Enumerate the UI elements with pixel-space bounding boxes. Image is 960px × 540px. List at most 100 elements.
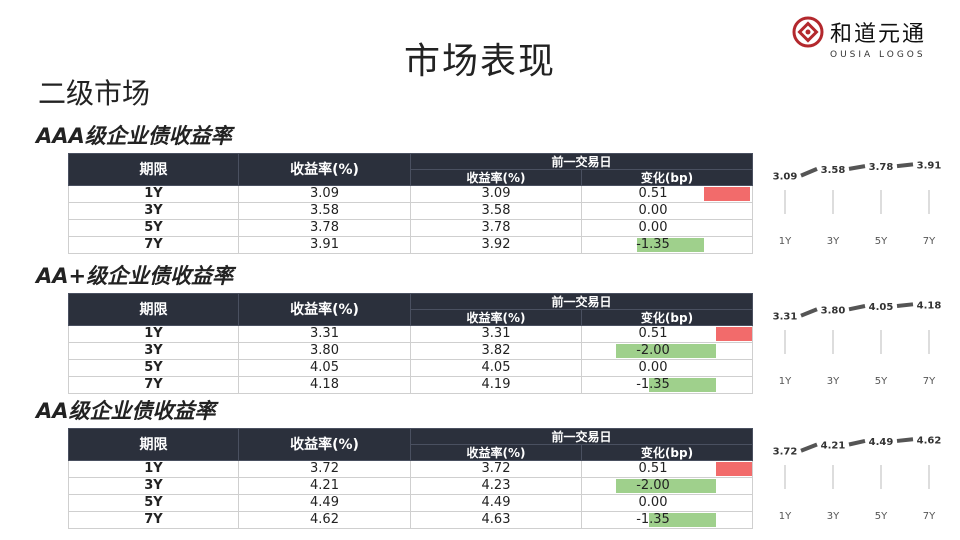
header-term: 期限 bbox=[68, 293, 239, 326]
category-label: 1Y bbox=[779, 376, 792, 387]
change-bar bbox=[616, 479, 716, 493]
change-bar bbox=[648, 513, 716, 527]
table-row: 3Y 4.21 4.23 -2.00 bbox=[68, 477, 754, 495]
change-cell: 0.51 bbox=[580, 185, 754, 203]
term-cell: 5Y bbox=[68, 219, 239, 237]
prev-yield-cell: 3.72 bbox=[410, 460, 582, 478]
term-cell: 7Y bbox=[68, 376, 239, 394]
header-prev-day: 前一交易日 bbox=[409, 428, 754, 445]
yield-cell: 3.80 bbox=[238, 342, 411, 360]
data-label: 3.31 bbox=[773, 312, 798, 323]
yield-table: 期限 收益率(%) 前一交易日 收益率(%) 变化(bp) 1Y 3.09 3.09 0.51 3… bbox=[68, 153, 754, 254]
sparkline-segment bbox=[848, 164, 866, 171]
table-row: 5Y 3.78 3.78 0.00 bbox=[68, 219, 754, 237]
change-value: -1.35 bbox=[636, 377, 670, 393]
prev-yield-cell: 3.92 bbox=[410, 236, 582, 254]
term-cell: 7Y bbox=[68, 236, 239, 254]
term-cell: 3Y bbox=[68, 202, 239, 220]
yield-cell: 3.58 bbox=[238, 202, 411, 220]
header-term: 期限 bbox=[68, 428, 239, 461]
yield-sparkline: 3.31 1Y 3.80 3Y 4.05 5Y 4.18 7Y bbox=[773, 300, 942, 387]
change-value: -1.35 bbox=[636, 237, 670, 253]
header-yield: 收益率(%) bbox=[238, 153, 411, 186]
table-row: 7Y 4.18 4.19 -1.35 bbox=[68, 376, 754, 394]
sparkline-segment bbox=[848, 304, 866, 312]
logo-name: 和道元通 bbox=[830, 22, 927, 47]
sparkline-segment bbox=[896, 437, 914, 443]
term-cell: 3Y bbox=[68, 477, 239, 495]
table-row: 5Y 4.49 4.49 0.00 bbox=[68, 494, 754, 512]
category-label: 5Y bbox=[875, 236, 888, 247]
change-bar bbox=[704, 187, 750, 201]
category-label: 5Y bbox=[875, 376, 888, 387]
yield-table: 期限 收益率(%) 前一交易日 收益率(%) 变化(bp) 1Y 3.31 3.31 0.51 3… bbox=[68, 293, 754, 394]
term-cell: 7Y bbox=[68, 511, 239, 529]
block-title: AA级企业债收益率 bbox=[36, 399, 216, 423]
yield-sparkline: 3.72 1Y 4.21 3Y 4.49 5Y 4.62 7Y bbox=[773, 435, 942, 522]
change-bar bbox=[716, 462, 752, 476]
header-yield: 收益率(%) bbox=[238, 293, 411, 326]
yield-cell: 3.09 bbox=[238, 185, 411, 203]
data-label: 3.78 bbox=[869, 162, 894, 173]
change-value: 0.00 bbox=[638, 495, 668, 511]
change-cell: 0.51 bbox=[580, 460, 754, 478]
table-row: 3Y 3.58 3.58 0.00 bbox=[68, 202, 754, 220]
change-bar bbox=[716, 327, 752, 341]
yield-cell: 4.62 bbox=[238, 511, 411, 529]
change-value: 0.51 bbox=[638, 461, 668, 477]
data-label: 3.91 bbox=[917, 160, 942, 171]
prev-yield-cell: 4.63 bbox=[410, 511, 582, 529]
prev-yield-cell: 4.49 bbox=[410, 494, 582, 512]
section-heading: 二级市场 bbox=[38, 77, 151, 110]
prev-yield-cell: 3.31 bbox=[410, 325, 582, 343]
yield-cell: 4.49 bbox=[238, 494, 411, 512]
prev-yield-cell: 4.23 bbox=[410, 477, 582, 495]
yield-sparkline: 3.09 1Y 3.58 3Y 3.78 5Y 3.91 7Y bbox=[773, 160, 942, 247]
table-row: 3Y 3.80 3.82 -2.00 bbox=[68, 342, 754, 360]
data-label: 3.72 bbox=[773, 447, 798, 458]
change-value: 0.51 bbox=[638, 186, 668, 202]
header-prev-day: 前一交易日 bbox=[409, 153, 754, 170]
yield-cell: 3.72 bbox=[238, 460, 411, 478]
yield-cell: 3.31 bbox=[238, 325, 411, 343]
change-value: -1.35 bbox=[636, 512, 670, 528]
change-cell: 0.00 bbox=[580, 494, 754, 512]
category-label: 1Y bbox=[779, 236, 792, 247]
change-cell: -2.00 bbox=[580, 477, 754, 495]
change-value: 0.00 bbox=[638, 220, 668, 236]
category-label: 3Y bbox=[827, 236, 840, 247]
change-cell: 0.00 bbox=[580, 219, 754, 237]
data-label: 3.58 bbox=[821, 165, 846, 176]
table-row: 7Y 4.62 4.63 -1.35 bbox=[68, 511, 754, 529]
change-cell: -1.35 bbox=[580, 236, 754, 254]
header-prev-yield: 收益率(%) bbox=[410, 444, 582, 461]
yield-cell: 4.05 bbox=[238, 359, 411, 377]
yield-cell: 4.21 bbox=[238, 477, 411, 495]
change-value: 0.00 bbox=[638, 360, 668, 376]
table-row: 1Y 3.31 3.31 0.51 bbox=[68, 325, 754, 343]
prev-yield-cell: 4.05 bbox=[410, 359, 582, 377]
category-label: 5Y bbox=[875, 511, 888, 522]
change-bar bbox=[648, 378, 716, 392]
header-change: 变化(bp) bbox=[580, 309, 754, 326]
change-cell: 0.51 bbox=[580, 325, 754, 343]
header-yield: 收益率(%) bbox=[238, 428, 411, 461]
sparkline-segment bbox=[896, 302, 914, 308]
block-title: AAA级企业债收益率 bbox=[36, 124, 232, 148]
data-label: 4.62 bbox=[917, 435, 942, 446]
table-row: 1Y 3.72 3.72 0.51 bbox=[68, 460, 754, 478]
header-term: 期限 bbox=[68, 153, 239, 186]
table-row: 7Y 3.91 3.92 -1.35 bbox=[68, 236, 754, 254]
change-value: 0.00 bbox=[638, 203, 668, 219]
sparkline-segment bbox=[800, 167, 818, 178]
block-title: AA+级企业债收益率 bbox=[36, 264, 234, 288]
table-row: 5Y 4.05 4.05 0.00 bbox=[68, 359, 754, 377]
change-value: -2.00 bbox=[636, 343, 670, 359]
sparkline-segment bbox=[800, 307, 818, 318]
change-value: 0.51 bbox=[638, 326, 668, 342]
yield-cell: 3.91 bbox=[238, 236, 411, 254]
prev-yield-cell: 3.58 bbox=[410, 202, 582, 220]
term-cell: 5Y bbox=[68, 494, 239, 512]
category-label: 7Y bbox=[923, 376, 936, 387]
change-cell: 0.00 bbox=[580, 202, 754, 220]
